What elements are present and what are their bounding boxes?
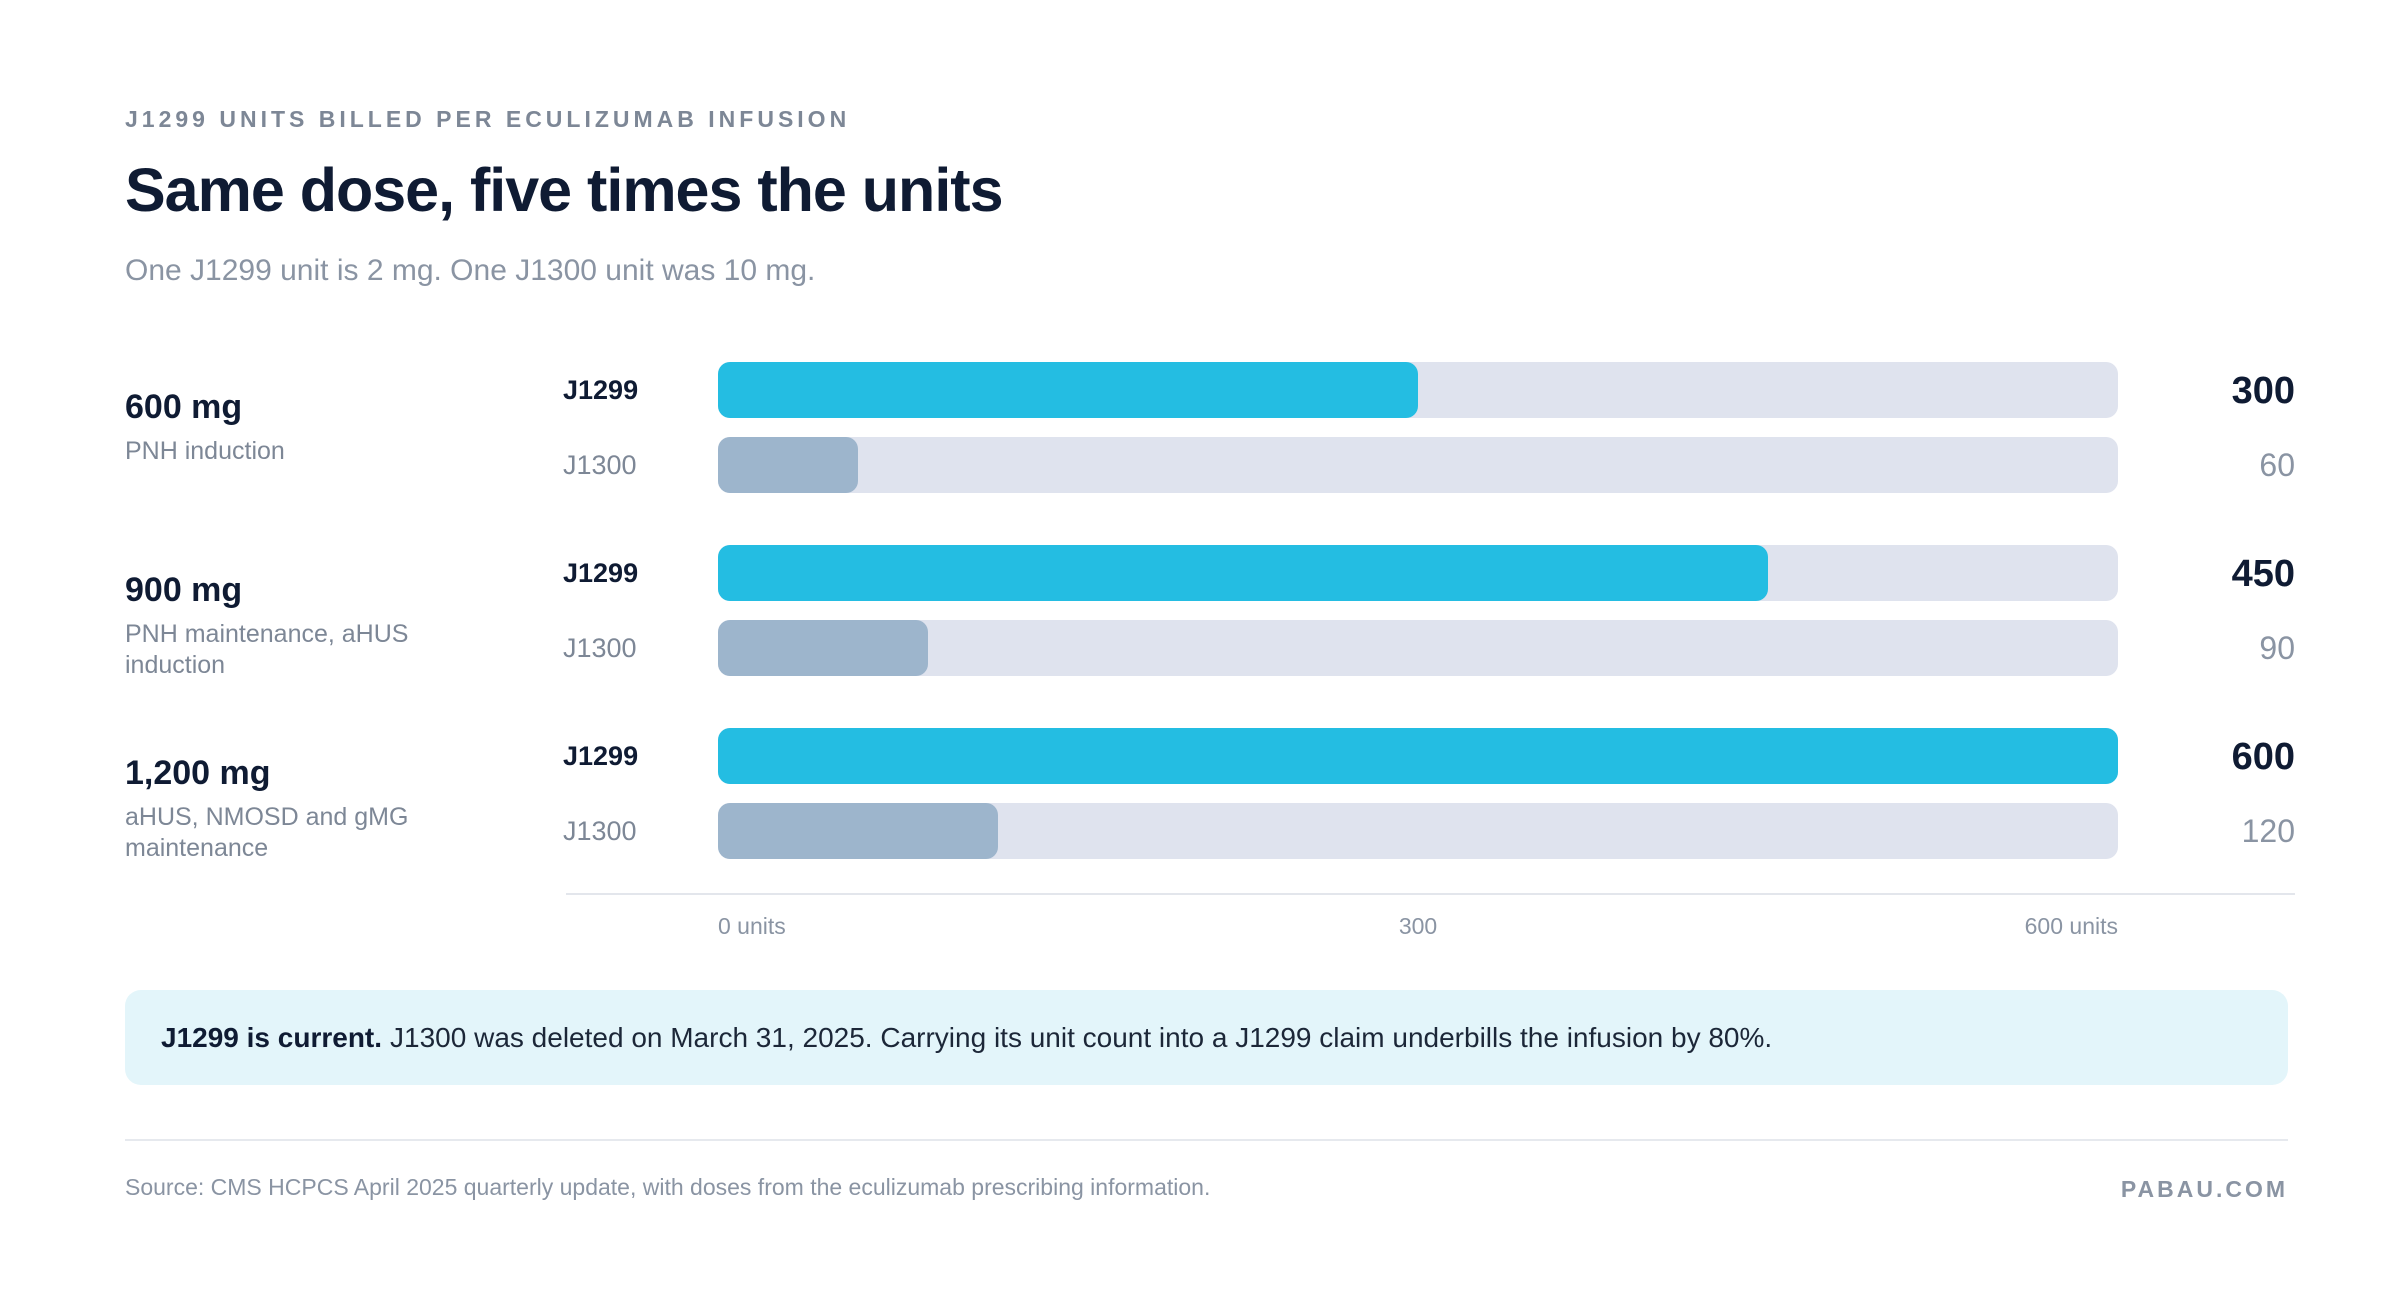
callout-strong: J1299 is current.	[161, 1021, 383, 1053]
x-tick-label: 300	[1399, 913, 1437, 939]
value-label: 600	[2232, 736, 2295, 778]
bar	[718, 728, 2118, 784]
category-dose-label: 900 mg	[125, 571, 242, 609]
series-label: J1300	[563, 816, 637, 846]
value-label: 120	[2242, 813, 2295, 849]
category-note-label: PNH induction	[125, 437, 285, 465]
series-label: J1300	[563, 450, 637, 480]
bar	[718, 437, 858, 493]
bar-track	[718, 437, 2118, 493]
callout-text: J1300 was deleted on March 31, 2025. Car…	[390, 1021, 1773, 1053]
category-note-label: induction	[125, 651, 225, 679]
bar-chart: 600 mg PNH induction J1299 300 J1300 60 900 mg…	[125, 362, 2295, 939]
category-note-label: PNH maintenance, aHUS	[125, 620, 408, 648]
value-label: 300	[2232, 370, 2295, 412]
brand-logo-text: PABAU.COM	[2120, 1176, 2288, 1202]
bar	[718, 803, 998, 859]
bar-track	[718, 620, 2118, 676]
value-label: 450	[2232, 553, 2295, 595]
x-tick-label: 600 units	[2025, 913, 2118, 939]
series-label: J1299	[563, 558, 638, 588]
bar	[718, 362, 1418, 418]
source-note: Source: CMS HCPCS April 2025 quarterly u…	[125, 1174, 1211, 1200]
category-dose-label: 1,200 mg	[125, 754, 271, 792]
category-note-label: maintenance	[125, 834, 268, 862]
chart-eyebrow: J1299 UNITS BILLED PER ECULIZUMAB INFUSI…	[125, 106, 851, 132]
footer-divider	[125, 1139, 2288, 1141]
value-label: 90	[2259, 630, 2295, 666]
chart-title: Same dose, five times the units	[125, 156, 1004, 224]
series-label: J1299	[563, 375, 638, 405]
x-tick-label: 0 units	[718, 913, 786, 939]
value-label: 60	[2259, 447, 2295, 483]
chart-subtitle: One J1299 unit is 2 mg. One J1300 unit w…	[125, 254, 816, 287]
series-label: J1299	[563, 741, 638, 771]
category-note-label: aHUS, NMOSD and gMG	[125, 803, 408, 831]
callout-box: J1299 is current. J1300 was deleted on M…	[125, 990, 2288, 1085]
category-dose-label: 600 mg	[125, 388, 242, 426]
bar	[718, 620, 928, 676]
bar-track	[718, 803, 2118, 859]
bar	[718, 545, 1768, 601]
series-label: J1300	[563, 633, 637, 663]
